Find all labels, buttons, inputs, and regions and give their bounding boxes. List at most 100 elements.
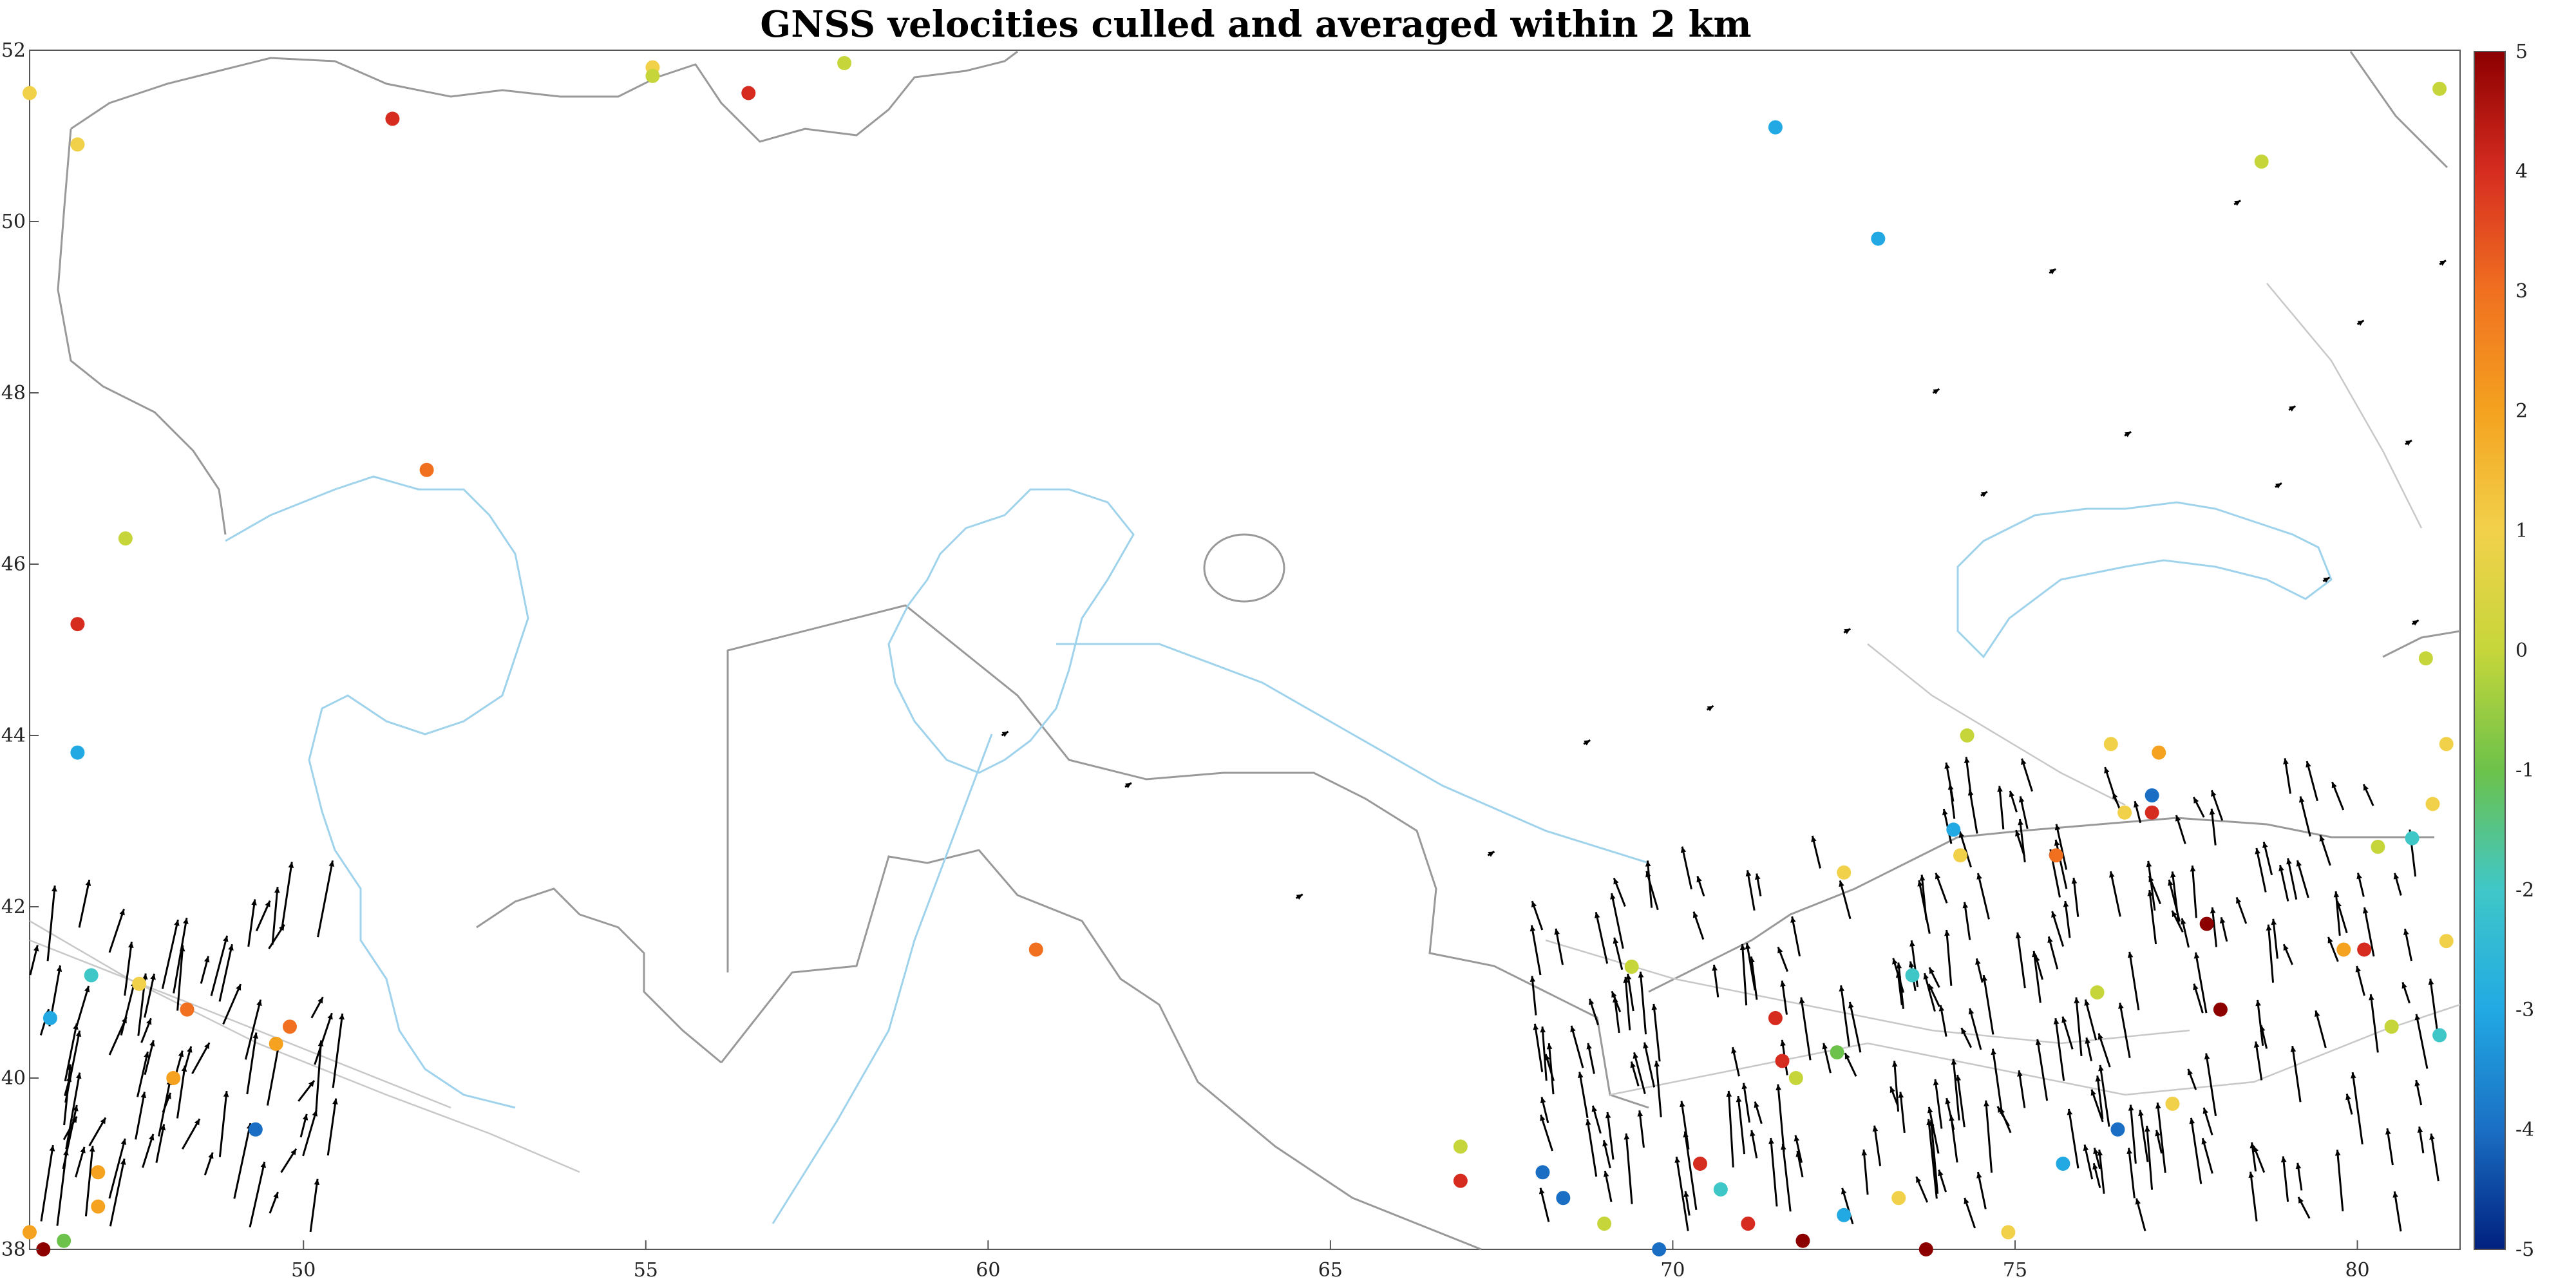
velocity-arrow (1938, 1170, 1947, 1193)
velocity-arrow (1848, 1001, 1862, 1053)
water-features (225, 475, 2333, 1224)
velocity-arrow (191, 1042, 211, 1074)
velocity-arrow (1780, 980, 1788, 1015)
station-marker (1028, 942, 1043, 957)
station-marker (2117, 805, 2132, 820)
velocity-arrow (1586, 1043, 1595, 1074)
velocity-arrow (144, 1039, 155, 1075)
y-tick-label: 48 (1, 382, 26, 404)
velocity-arrow (2054, 839, 2068, 889)
velocity-arrow (2085, 1037, 2093, 1061)
station-marker (84, 968, 99, 983)
velocity-arrow (175, 1050, 184, 1075)
velocity-arrow (2414, 1014, 2429, 1069)
velocity-arrow (2047, 936, 2059, 970)
station-marker (2357, 942, 2372, 957)
velocity-arrow (2331, 781, 2345, 811)
velocity-arrow (1124, 782, 1132, 789)
velocity-arrow (1001, 730, 1009, 737)
velocity-arrow (1530, 925, 1542, 976)
station-marker (2254, 154, 2269, 169)
velocity-arrow (1540, 1114, 1553, 1151)
velocity-arrow (2296, 860, 2309, 898)
velocity-arrow (124, 942, 134, 996)
velocity-arrow (1745, 943, 1756, 990)
station-marker (166, 1071, 181, 1085)
velocity-arrow (2170, 871, 2180, 923)
velocity-arrow (1861, 1149, 1869, 1195)
velocity-arrow (2414, 1079, 2423, 1106)
station-marker (2049, 848, 2063, 863)
station-marker (1775, 1054, 1790, 1068)
velocity-arrow (1975, 958, 1984, 983)
station-marker (741, 86, 756, 100)
velocity-arrow (332, 1013, 345, 1088)
velocity-arrow (280, 1148, 298, 1173)
velocity-arrow (1822, 1043, 1832, 1074)
velocity-arrow (1643, 1042, 1656, 1088)
velocity-arrow (1790, 916, 1801, 957)
station-marker (2152, 745, 2166, 760)
station-marker (1624, 960, 1639, 974)
velocity-arrow (1741, 1083, 1751, 1123)
velocity-arrow (1777, 946, 1788, 972)
station-marker (2405, 831, 2420, 846)
velocity-arrow (2235, 896, 2248, 924)
velocity-arrow (1726, 1090, 1734, 1168)
station-marker (2439, 737, 2454, 752)
velocity-arrow (2275, 482, 2282, 489)
velocity-arrow (1951, 1058, 1960, 1121)
station-marker (2432, 1028, 2447, 1043)
velocity-arrow (1955, 1074, 1965, 1128)
velocity-arrow (2015, 829, 2026, 857)
velocity-arrow (2355, 965, 2365, 996)
velocity-arrow (2067, 1108, 2079, 1169)
velocity-arrow (1750, 1130, 1758, 1159)
velocity-arrow (1613, 877, 1626, 907)
velocity-arrow (2210, 907, 2218, 947)
velocity-arrow (1964, 1197, 1976, 1229)
velocity-arrow (2201, 1137, 2213, 1174)
velocity-arrow (222, 983, 242, 1025)
velocity-arrow (2283, 758, 2292, 794)
station-marker (1453, 1173, 1468, 1188)
colorbar-tick-label: -4 (2515, 1119, 2534, 1141)
colorbar-tick-label: 4 (2515, 160, 2528, 183)
velocity-arrow (310, 996, 324, 1019)
station-marker (1453, 1139, 1468, 1154)
velocity-arrow (2093, 1148, 2101, 1170)
station-marker (2001, 1225, 2016, 1240)
station-marker (1960, 728, 1975, 743)
border-kyrgyz (1648, 817, 2434, 993)
station-marker (118, 531, 133, 546)
velocity-arrow (88, 1117, 107, 1147)
velocity-arrow (2280, 1156, 2289, 1202)
velocity-arrow (1605, 1112, 1615, 1160)
velocity-arrow (2327, 936, 2339, 962)
velocity-arrow (2193, 983, 2204, 1014)
velocity-arrow (233, 1122, 252, 1199)
velocity-arrow (1630, 1061, 1640, 1086)
station-marker (1837, 1208, 1852, 1222)
velocity-arrow (269, 1191, 279, 1214)
velocity-arrow (1947, 783, 1956, 819)
velocity-arrow (314, 1012, 333, 1065)
velocity-arrow (1591, 1105, 1602, 1134)
velocity-arrow (1844, 1052, 1857, 1077)
station-marker (57, 1233, 71, 1248)
velocity-arrow (2049, 268, 2056, 275)
station-marker (23, 86, 37, 100)
velocity-arrow (1944, 929, 1953, 986)
velocity-arrow (2015, 932, 2026, 989)
station-marker (2199, 916, 2214, 931)
station-marker (1891, 1191, 1906, 1206)
velocity-arrow (2334, 1150, 2344, 1211)
velocity-arrow (1755, 873, 1762, 896)
velocity-arrow (120, 980, 137, 1036)
velocity-arrow (1533, 1023, 1544, 1072)
velocity-arrow (1683, 1191, 1690, 1216)
velocity-arrow (218, 943, 234, 1002)
velocity-arrow (1962, 902, 1971, 940)
velocity-arrow (2405, 439, 2412, 446)
velocity-arrow (2369, 994, 2379, 1053)
